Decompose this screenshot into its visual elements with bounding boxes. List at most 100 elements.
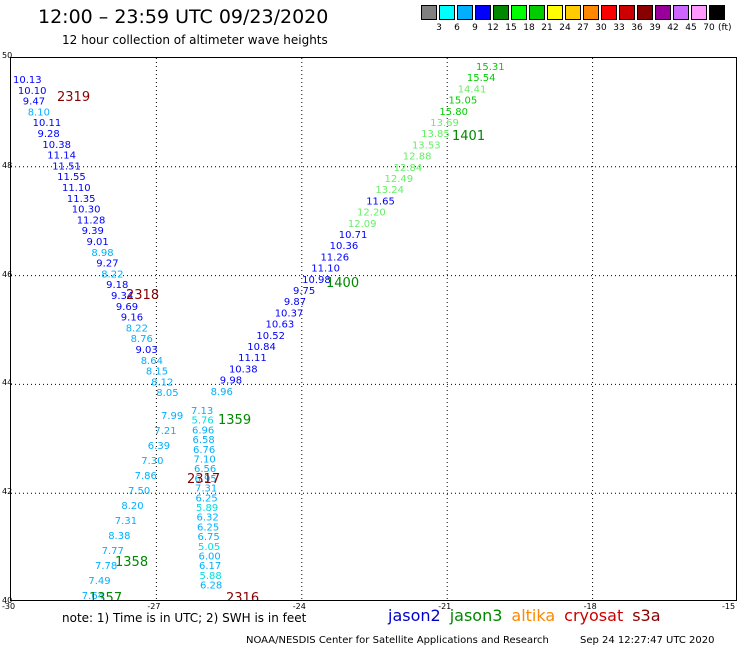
color-swatch: [475, 5, 491, 20]
satellite-legend-item: jason3: [449, 606, 503, 625]
latitude-label: 42: [2, 487, 13, 497]
wave-height-value: 7.50: [128, 486, 150, 497]
wave-height-value: 6.28: [200, 581, 222, 592]
wave-height-value: 11.35: [67, 194, 96, 205]
wave-height-value: 8.22: [126, 323, 148, 334]
wave-height-value: 10.10: [18, 86, 47, 97]
timestamp-text: Sep 24 12:27:47 UTC 2020: [580, 635, 715, 646]
wave-height-value: 8.15: [146, 367, 168, 378]
wave-height-value: 6.00: [199, 552, 221, 563]
color-scale-label: 36: [631, 23, 643, 33]
wave-height-value: 10.98: [302, 275, 331, 286]
wave-height-value: 7.13: [191, 406, 213, 417]
wave-height-value: 6.96: [192, 425, 214, 436]
credit-text: NOAA/NESDIS Center for Satellite Applica…: [246, 635, 549, 646]
wave-height-value: 12.88: [403, 152, 432, 163]
wave-height-value: 11.28: [77, 215, 106, 226]
color-swatch: [691, 5, 707, 20]
footer-note: note: 1) Time is in UTC; 2) SWH is in fe…: [62, 611, 307, 625]
wave-height-value: 8.96: [211, 387, 233, 398]
wave-height-value: 11.65: [366, 196, 395, 207]
color-scale-label: 3: [436, 23, 442, 33]
color-scale-label: 70: [703, 23, 715, 33]
wave-height-value: 7.10: [194, 455, 216, 466]
wave-height-value: 10.63: [266, 320, 295, 331]
wave-height-value: 8.98: [91, 248, 113, 259]
color-scale-label: 18: [523, 23, 535, 33]
wave-height-value: 13.53: [412, 140, 441, 151]
satellite-legend-item: cryosat: [564, 606, 624, 625]
satellite-legend-item: jason2: [388, 606, 441, 625]
wave-height-value: 9.98: [220, 376, 242, 387]
wave-height-value: 11.55: [57, 172, 86, 183]
wave-height-value: 9.75: [293, 286, 315, 297]
wave-height-value: 5.05: [198, 542, 220, 553]
wave-height-value: 6.32: [197, 513, 219, 524]
pass-time-label: 1401: [452, 129, 485, 144]
wave-height-value: 6.95: [195, 474, 217, 485]
color-swatch: [511, 5, 527, 20]
color-swatch: [457, 5, 473, 20]
latitude-label: 50: [2, 51, 13, 60]
pass-time-label: 1359: [218, 413, 251, 428]
wave-height-value: 7.31: [115, 516, 137, 527]
pass-time-label: 2319: [57, 90, 90, 105]
latitude-label: 40: [2, 596, 13, 605]
pass-time-label: 2318: [126, 288, 159, 303]
wave-height-value: 8.05: [156, 388, 178, 399]
wave-height-value: 10.84: [247, 342, 276, 353]
wave-height-value: 6.25: [196, 493, 218, 504]
wave-height-value: 6.56: [194, 464, 216, 475]
pass-time-label: 1400: [326, 276, 359, 291]
wave-height-value: 8.20: [121, 501, 143, 512]
color-swatch: [565, 5, 581, 20]
wave-height-value: 11.11: [238, 353, 267, 364]
map-subtitle: 12 hour collection of altimeter wave hei…: [62, 33, 328, 47]
wave-height-value: 8.10: [28, 107, 50, 118]
color-swatch: [655, 5, 671, 20]
longitude-label: -30: [2, 602, 16, 611]
latitude-label: 44: [2, 378, 13, 388]
wave-height-value: 15.54: [467, 73, 496, 84]
wave-height-value: 12.49: [385, 174, 414, 185]
wave-height-map: 10.13 10.10 9.47 8.10 10.11 9.28 10.38 11.14 11.…: [10, 57, 737, 601]
wave-height-value: 7.99: [161, 411, 183, 422]
color-swatch: [637, 5, 653, 20]
wave-height-value: 9.87: [284, 297, 306, 308]
wave-height-value: 11.26: [320, 252, 349, 263]
wave-height-value: 10.13: [13, 75, 42, 86]
color-swatch: [547, 5, 563, 20]
wave-height-value: 9.03: [136, 345, 158, 356]
wave-height-value: 10.52: [256, 331, 285, 342]
color-swatch: [583, 5, 599, 20]
wave-height-value: 6.25: [197, 522, 219, 533]
wave-height-value: 10.11: [33, 118, 62, 129]
wave-height-value: 11.10: [62, 183, 91, 194]
latitude-label: 46: [2, 269, 13, 279]
color-scale-label: 27: [577, 23, 589, 33]
longitude-label: -27: [147, 602, 161, 611]
wave-height-value: 9.47: [23, 97, 45, 108]
color-swatch: [619, 5, 635, 20]
wave-height-value: 9.28: [38, 129, 60, 140]
color-scale-label: 6: [454, 23, 460, 33]
wave-height-value: 10.38: [229, 364, 258, 375]
wave-height-value: 5.88: [200, 571, 222, 582]
wave-height-value: 7.21: [154, 426, 176, 437]
color-scale-label: 30: [595, 23, 607, 33]
map-title: 12:00 – 23:59 UTC 09/23/2020: [38, 6, 329, 28]
color-scale-label: 24: [559, 23, 571, 33]
wave-height-value: 11.14: [47, 151, 76, 162]
wave-height-value: 6.58: [193, 435, 215, 446]
wave-height-value: 5.76: [192, 416, 214, 427]
longitude-label: -24: [292, 602, 306, 611]
color-swatch: [439, 5, 455, 20]
wave-height-value: 6.76: [193, 445, 215, 456]
pass-time-label: 2316: [226, 591, 259, 601]
longitude-label: -15: [722, 602, 736, 611]
wave-height-value: 9.01: [87, 237, 109, 248]
wave-height-value: 9.39: [82, 226, 104, 237]
color-scale-label: 39: [649, 23, 661, 33]
wave-height-value: 10.71: [339, 230, 368, 241]
